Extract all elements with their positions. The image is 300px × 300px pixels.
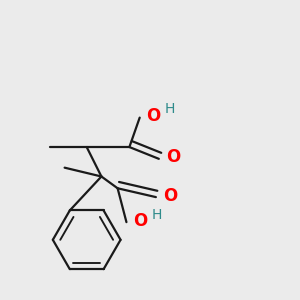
- Text: O: O: [163, 187, 178, 205]
- Text: O: O: [133, 212, 147, 230]
- Text: H: H: [152, 208, 162, 222]
- Text: O: O: [166, 148, 180, 166]
- Text: H: H: [165, 102, 175, 116]
- Text: O: O: [146, 107, 160, 125]
